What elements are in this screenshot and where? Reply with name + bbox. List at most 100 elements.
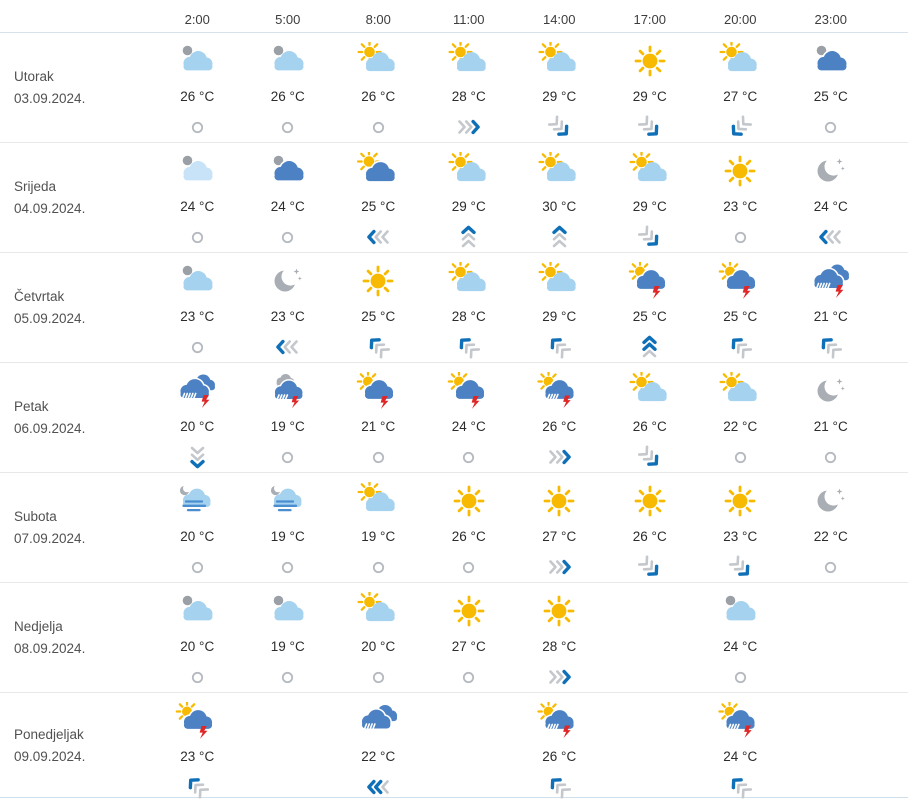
forecast-cell: 25 °C [333, 143, 424, 252]
wind-calm-icon [824, 555, 837, 579]
day-date: 07.09.2024. [14, 530, 86, 546]
sun-cloud-icon [536, 41, 582, 81]
forecast-cell: 29 °C [605, 143, 696, 252]
wind-direction-icon [548, 775, 571, 799]
forecast-cell: 19 °C [243, 473, 334, 582]
forecast-cell: 19 °C [243, 583, 334, 692]
wind-calm-icon [191, 555, 204, 579]
forecast-cell: 24 °C [243, 143, 334, 252]
wind-direction-icon [729, 335, 752, 359]
day-row: Subota 07.09.2024. 20 °C 19 °C 19 °C 26 °C 27 … [0, 473, 908, 583]
moon-cloud-icon [265, 591, 311, 631]
forecast-cell: 27 °C [695, 33, 786, 142]
temperature-label: 25 °C [632, 309, 667, 324]
temperature-label: 29 °C [542, 309, 577, 324]
temperature-label: 30 °C [542, 199, 577, 214]
moon-cloud-icon [174, 591, 220, 631]
forecast-cell: 29 °C [605, 33, 696, 142]
forecast-cell: 21 °C [786, 363, 877, 472]
temperature-label: 26 °C [542, 749, 577, 764]
sun-icon [446, 481, 492, 521]
forecast-cell: 29 °C [514, 33, 605, 142]
forecast-cell: 20 °C [152, 473, 243, 582]
wind-calm-icon [734, 225, 747, 249]
temperature-label: 22 °C [723, 419, 758, 434]
sun-cloud-icon [536, 151, 582, 191]
sun-cloud-icon [717, 371, 763, 411]
forecast-cell: 29 °C [424, 143, 515, 252]
sun-icon [446, 591, 492, 631]
day-name: Utorak [14, 68, 54, 84]
time-header: 11:00 [452, 12, 485, 27]
wind-calm-icon [824, 445, 837, 469]
temperature-label: 25 °C [361, 309, 396, 324]
time-header: 14:00 [542, 12, 576, 27]
forecast-cell: 25 °C [786, 33, 877, 142]
wind-direction-icon [547, 115, 571, 139]
temperature-label: 20 °C [180, 419, 215, 434]
temperature-label: 26 °C [632, 419, 667, 434]
cloud-rain-icon [355, 701, 401, 741]
temperature-label: 24 °C [451, 419, 486, 434]
wind-direction-icon [638, 555, 661, 579]
temperature-label: 21 °C [813, 419, 848, 434]
forecast-cell: 26 °C [605, 363, 696, 472]
wind-direction-icon [548, 225, 571, 249]
sun-cloud-icon [627, 371, 673, 411]
forecast-cell: 26 °C [605, 473, 696, 582]
temperature-label: 20 °C [180, 639, 215, 654]
temperature-label: 29 °C [632, 89, 667, 104]
forecast-cell: 20 °C [152, 583, 243, 692]
sun-icon [627, 481, 673, 521]
temperature-label: 23 °C [270, 309, 305, 324]
wind-direction-icon [638, 335, 661, 359]
temperature-label: 27 °C [723, 89, 758, 104]
sun-cloud-icon [446, 261, 492, 301]
day-label: Utorak 03.09.2024. [0, 33, 152, 142]
wind-direction-icon [276, 335, 299, 359]
sun-icon [627, 41, 673, 81]
forecast-cell: 30 °C [514, 143, 605, 252]
day-label: Srijeda 04.09.2024. [0, 143, 152, 252]
day-row: Srijeda 04.09.2024. 24 °C 24 °C 25 °C 29 °C 30… [0, 143, 908, 253]
temperature-label: 28 °C [451, 309, 486, 324]
temperature-label: 22 °C [361, 749, 396, 764]
wind-direction-icon [729, 775, 752, 799]
forecast-cell: 23 °C [695, 473, 786, 582]
sun-cloud-rain-thunder-icon [536, 701, 582, 741]
day-row: Četvrtak 05.09.2024. 23 °C 23 °C 25 °C 28 °C 2… [0, 253, 908, 363]
sun-cloud-thunder-icon [717, 261, 763, 301]
wind-direction-icon [728, 555, 752, 579]
temperature-label: 19 °C [270, 639, 305, 654]
forecast-cell: 23 °C [243, 253, 334, 362]
day-label: Petak 06.09.2024. [0, 363, 152, 472]
day-row: Petak 06.09.2024. 20 °C 19 °C 21 °C 24 °C 26 °… [0, 363, 908, 473]
forecast-cell: 26 °C [424, 473, 515, 582]
moon-cloud-icon [265, 41, 311, 81]
wind-direction-icon [638, 225, 661, 249]
wind-direction-icon [367, 335, 390, 359]
day-name: Ponedjeljak [14, 727, 84, 743]
temperature-label: 24 °C [180, 199, 215, 214]
wind-calm-icon [734, 445, 747, 469]
temperature-label: 20 °C [180, 529, 215, 544]
time-header: 2:00 [184, 12, 210, 27]
day-label: Ponedjeljak 09.09.2024. [0, 693, 152, 799]
forecast-cell-empty [786, 693, 877, 799]
wind-direction-icon [366, 225, 390, 249]
wind-direction-icon [638, 115, 661, 139]
forecast-cell: 23 °C [152, 253, 243, 362]
temperature-label: 23 °C [180, 749, 215, 764]
forecast-cell: 19 °C [243, 363, 334, 472]
forecast-cell: 26 °C [152, 33, 243, 142]
day-date: 03.09.2024. [14, 90, 86, 106]
forecast-cell-empty [605, 693, 696, 799]
forecast-cell: 29 °C [514, 253, 605, 362]
day-name: Srijeda [14, 178, 57, 194]
moon-cloud-pale-icon [174, 151, 220, 191]
day-date: 05.09.2024. [14, 310, 86, 326]
moon-stars-icon [808, 481, 854, 521]
temperature-label: 26 °C [451, 529, 486, 544]
moon-cloud-icon [717, 591, 763, 631]
wind-direction-icon [548, 335, 571, 359]
